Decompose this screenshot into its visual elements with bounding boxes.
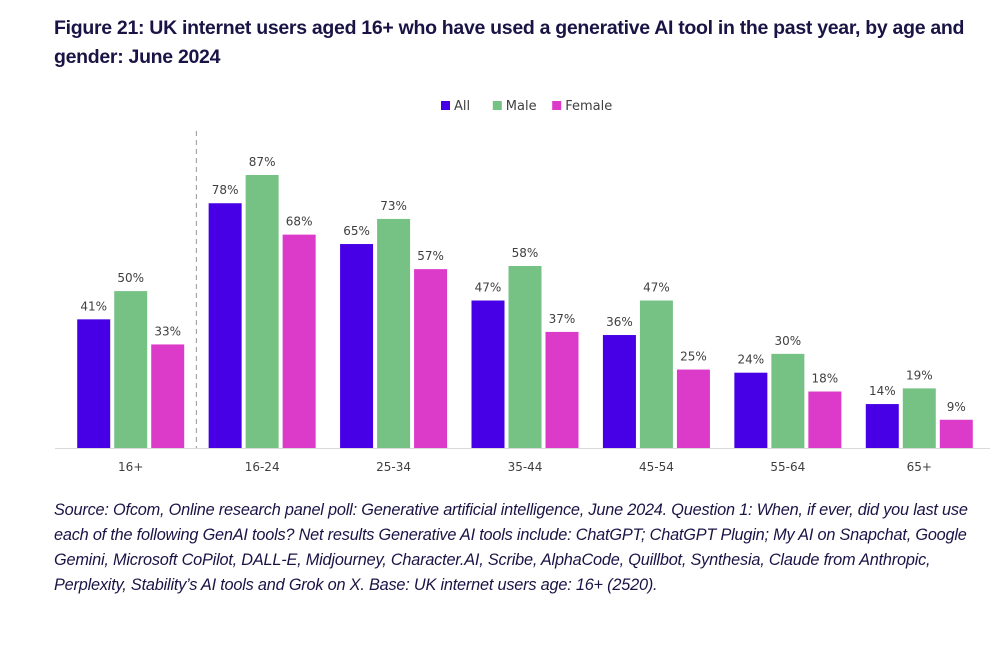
bar-female-16-24 bbox=[282, 234, 316, 448]
bar-male-65+ bbox=[902, 388, 936, 448]
legend-swatch-male bbox=[492, 101, 502, 110]
bar-female-35-44 bbox=[545, 331, 579, 448]
x-tick-label: 16-24 bbox=[245, 460, 280, 474]
legend-label-female: Female bbox=[565, 99, 612, 114]
legend-label-all: All bbox=[454, 99, 470, 114]
data-label-all-25-34: 65% bbox=[343, 224, 370, 238]
data-label-female-65+: 9% bbox=[947, 400, 966, 414]
data-label-male-16+: 50% bbox=[117, 271, 144, 285]
bar-male-16+ bbox=[114, 291, 148, 448]
bar-all-16+ bbox=[77, 319, 111, 448]
data-label-all-45-54: 36% bbox=[606, 315, 633, 329]
data-label-male-16-24: 87% bbox=[249, 155, 276, 169]
bar-female-45-54 bbox=[676, 369, 710, 448]
bar-all-25-34 bbox=[340, 244, 374, 448]
data-label-male-25-34: 73% bbox=[380, 199, 407, 213]
data-label-female-55-64: 18% bbox=[812, 372, 839, 386]
x-tick-label: 65+ bbox=[907, 460, 932, 474]
legend-swatch-all bbox=[441, 101, 450, 110]
bar-all-35-44 bbox=[471, 300, 505, 448]
data-label-male-55-64: 30% bbox=[775, 334, 802, 348]
data-label-female-45-54: 25% bbox=[680, 350, 707, 364]
bar-female-25-34 bbox=[414, 269, 448, 448]
bar-all-45-54 bbox=[602, 335, 636, 448]
bar-female-55-64 bbox=[808, 391, 842, 448]
x-tick-label: 25-34 bbox=[376, 460, 411, 474]
bar-all-16-24 bbox=[208, 203, 242, 448]
x-tick-label: 55-64 bbox=[770, 460, 805, 474]
legend-label-male: Male bbox=[506, 99, 537, 114]
bar-female-65+ bbox=[939, 419, 973, 448]
data-label-all-35-44: 47% bbox=[475, 281, 502, 295]
data-label-male-35-44: 58% bbox=[512, 246, 539, 260]
data-label-male-65+: 19% bbox=[906, 368, 933, 382]
data-label-female-16-24: 68% bbox=[286, 215, 313, 229]
x-tick-label: 45-54 bbox=[639, 460, 674, 474]
bar-male-55-64 bbox=[771, 353, 805, 448]
bars-layer bbox=[77, 175, 973, 448]
data-label-all-16-24: 78% bbox=[212, 183, 239, 197]
bar-male-16-24 bbox=[245, 175, 279, 448]
data-label-female-35-44: 37% bbox=[549, 312, 576, 326]
data-label-female-25-34: 57% bbox=[417, 249, 444, 263]
bar-all-55-64 bbox=[734, 372, 768, 448]
x-tick-label: 16+ bbox=[118, 460, 143, 474]
figure-title: Figure 21: UK internet users aged 16+ wh… bbox=[54, 17, 965, 68]
source-note: Source: Ofcom, Online research panel pol… bbox=[54, 501, 968, 594]
data-labels-layer: 41% 50% 33% 78% 87% 68% 65% 73% 57% 47% 58% 37% 36% 4… bbox=[80, 155, 965, 414]
bar-all-65+ bbox=[865, 404, 899, 448]
bar-male-25-34 bbox=[377, 218, 411, 448]
bar-male-45-54 bbox=[639, 300, 673, 448]
data-label-all-16+: 41% bbox=[80, 299, 107, 313]
x-tick-label: 35-44 bbox=[508, 460, 543, 474]
legend-swatch-female bbox=[552, 101, 562, 110]
bar-male-35-44 bbox=[508, 266, 542, 448]
data-label-male-45-54: 47% bbox=[643, 281, 670, 295]
data-label-all-55-64: 24% bbox=[738, 353, 765, 367]
data-label-all-65+: 14% bbox=[869, 384, 896, 398]
data-label-female-16+: 33% bbox=[154, 324, 181, 338]
bar-chart: All Male Female 41% 50% 33% 78% 87% 68% 65% 73% 57… bbox=[55, 99, 990, 474]
bar-female-16+ bbox=[151, 344, 185, 448]
legend: All Male Female bbox=[441, 99, 612, 114]
x-tick-labels: 16+ 16-24 25-34 35-44 45-54 55-64 65+ bbox=[118, 460, 932, 474]
